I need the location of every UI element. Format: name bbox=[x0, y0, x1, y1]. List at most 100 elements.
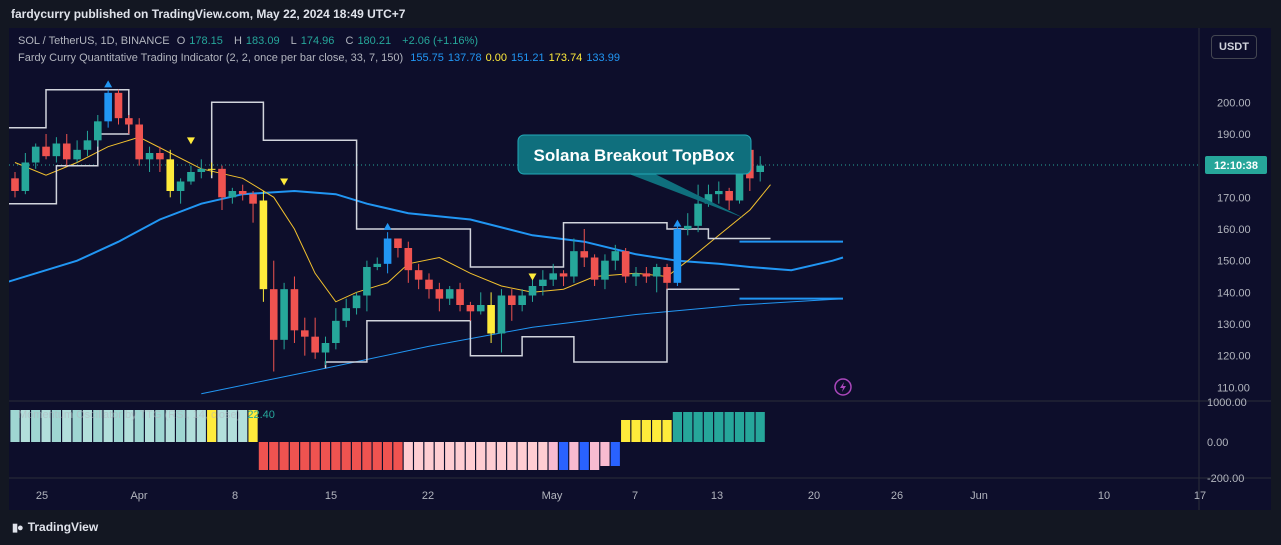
oscillator-bar bbox=[186, 410, 196, 442]
candle-body bbox=[187, 172, 195, 182]
candle-body bbox=[601, 260, 609, 280]
candle-body bbox=[238, 191, 247, 195]
publisher-caption: fardycurry published on TradingView.com,… bbox=[11, 7, 406, 21]
candle-body bbox=[435, 289, 444, 299]
indicator-value-5: 133.99 bbox=[586, 52, 620, 64]
oscillator-bar bbox=[662, 420, 672, 442]
price-tick-label: 130.00 bbox=[1217, 319, 1251, 331]
sell-arrow-icon bbox=[528, 273, 537, 281]
tradingview-logo[interactable]: ▮● TradingView bbox=[12, 520, 99, 534]
candle-body bbox=[756, 165, 764, 172]
oscillator-bar bbox=[279, 442, 289, 470]
oscillator-bar bbox=[486, 442, 496, 470]
oscillator-bar bbox=[258, 442, 268, 470]
candle-body bbox=[311, 336, 319, 353]
price-chart[interactable]: 200.00190.00180.00170.00160.00150.00140.… bbox=[9, 28, 1271, 510]
oscillator-bar bbox=[196, 410, 206, 442]
candle-body bbox=[321, 343, 330, 353]
price-tag bbox=[1205, 156, 1267, 175]
oscillator-bar bbox=[590, 442, 600, 470]
oscillator-bar bbox=[62, 410, 72, 442]
oscillator-bar bbox=[445, 442, 455, 470]
oscillator-bar bbox=[507, 442, 517, 470]
price-tag-label: 12:10:38 bbox=[1214, 160, 1258, 172]
oscillator-bar bbox=[227, 410, 237, 442]
candle-body bbox=[632, 273, 640, 277]
oscillator-bar bbox=[72, 410, 82, 442]
oscillator-bar bbox=[755, 412, 765, 442]
oscillator-bar bbox=[331, 442, 341, 470]
oscillator-bar bbox=[476, 442, 486, 470]
candle-body bbox=[94, 121, 102, 141]
candle-body bbox=[611, 251, 620, 261]
oscillator-bar bbox=[310, 442, 320, 470]
callout-box bbox=[517, 134, 752, 175]
price-tick-label: 190.00 bbox=[1217, 129, 1251, 141]
candle-body bbox=[342, 308, 350, 321]
oscillator-bar bbox=[51, 410, 61, 442]
candle-body bbox=[73, 149, 81, 160]
oscillator-bar bbox=[621, 420, 631, 442]
oscillator-bar bbox=[683, 412, 693, 442]
candle-body bbox=[114, 92, 123, 119]
indicator-value-2: 0.00 bbox=[485, 52, 507, 64]
candle-body bbox=[301, 330, 309, 337]
tradingview-logo-icon: ▮● bbox=[12, 522, 24, 534]
price-tick-label: 160.00 bbox=[1217, 224, 1251, 236]
buy-arrow-icon bbox=[383, 222, 392, 230]
candle-body bbox=[52, 143, 61, 157]
candle-body bbox=[404, 248, 413, 271]
oscillator-bar bbox=[600, 442, 610, 466]
candle-body bbox=[539, 279, 547, 286]
candle-body bbox=[280, 289, 288, 340]
candle-body bbox=[135, 124, 143, 160]
candle-body bbox=[394, 238, 402, 248]
candle-body bbox=[383, 238, 392, 264]
candle-body bbox=[466, 305, 475, 312]
breakout-annotation: Solana Breakout TopBox bbox=[534, 146, 735, 165]
oscillator-bar bbox=[93, 410, 103, 442]
candle-body bbox=[373, 263, 382, 267]
indicator-value-3: 151.21 bbox=[511, 52, 545, 64]
oscillator-legend: Momentum Oscillator by TTG (RSI, 14, clo… bbox=[18, 409, 279, 421]
price-tick-label: 200.00 bbox=[1217, 97, 1251, 109]
oscillator-bar bbox=[82, 410, 93, 442]
candle-body bbox=[156, 153, 164, 160]
oscillator-bar bbox=[558, 442, 569, 470]
callout-pointer bbox=[629, 174, 744, 218]
oscillator-bar bbox=[217, 410, 227, 442]
lightning-bolt-icon bbox=[840, 382, 846, 392]
oscillator-bar bbox=[538, 442, 548, 470]
oscillator-bar bbox=[155, 410, 165, 442]
candle-body bbox=[663, 267, 671, 283]
topbox-upper bbox=[210, 101, 771, 268]
oscillator-tick-label: 0.00 bbox=[1207, 437, 1228, 449]
candle-body bbox=[166, 159, 175, 191]
indicator-value-4: 173.74 bbox=[548, 52, 583, 64]
oscillator-bar bbox=[289, 442, 300, 470]
time-tick-label: Jun bbox=[970, 490, 988, 502]
time-tick-label: May bbox=[542, 490, 563, 502]
candle-body bbox=[715, 191, 723, 195]
high-value: H 183.09 bbox=[233, 35, 280, 47]
oscillator-value: 22.40 bbox=[247, 409, 275, 421]
time-tick-label: 22 bbox=[422, 490, 434, 502]
candle-body bbox=[621, 251, 630, 277]
candle-body bbox=[125, 118, 133, 125]
oscillator-bar bbox=[351, 442, 362, 470]
low-value: L 174.96 bbox=[290, 35, 335, 47]
oscillator-bar bbox=[527, 442, 538, 470]
oscillator-bar bbox=[641, 420, 651, 442]
candle-body bbox=[249, 194, 257, 204]
candle-body bbox=[145, 153, 154, 160]
oscillator-bar bbox=[134, 410, 144, 442]
oscillator-bar bbox=[372, 442, 382, 470]
candle-body bbox=[704, 194, 713, 204]
candle-body bbox=[42, 146, 50, 157]
currency-button[interactable]: USDT bbox=[1211, 35, 1257, 59]
chart-area[interactable]: 200.00190.00180.00170.00160.00150.00140.… bbox=[9, 28, 1271, 510]
oscillator-bar bbox=[341, 442, 351, 470]
oscillator-bar bbox=[176, 410, 186, 442]
candle-body bbox=[735, 149, 744, 201]
oscillator-bar bbox=[362, 442, 372, 470]
